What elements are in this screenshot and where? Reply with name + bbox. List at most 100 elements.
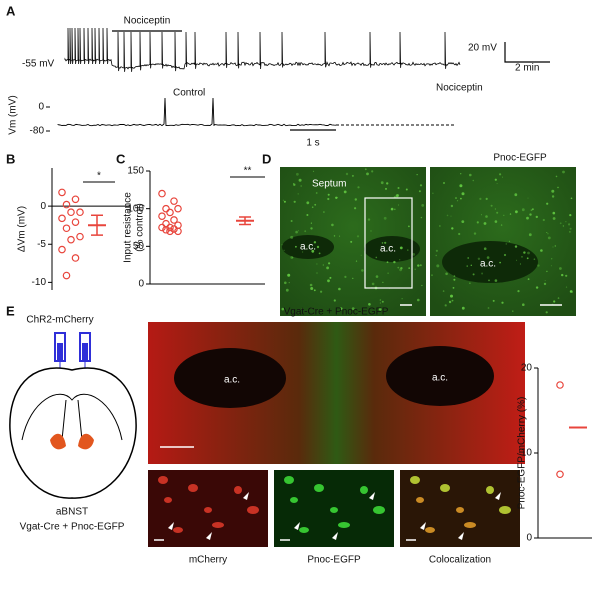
speck	[329, 276, 332, 279]
speck	[379, 302, 381, 304]
panel-a: Nociceptin -55 mV 20 mV 2 min Nociceptin…	[8, 16, 550, 149]
speck	[431, 274, 433, 277]
speck	[535, 215, 538, 219]
speck	[352, 277, 354, 279]
speck	[419, 264, 422, 267]
speck	[565, 221, 567, 223]
speck	[287, 273, 291, 277]
image-title: Pnoc-EGFP	[493, 153, 547, 164]
data-point	[71, 254, 80, 262]
speck	[439, 225, 441, 227]
cell	[204, 507, 212, 513]
speck	[397, 187, 400, 189]
speck	[417, 264, 420, 267]
speck	[521, 256, 523, 258]
error-bar	[239, 216, 251, 226]
cell	[158, 476, 168, 484]
speck	[503, 214, 505, 216]
axis-label: Pnoc-EGFP/mCherry (%)	[517, 397, 528, 510]
speck	[383, 216, 387, 220]
speck	[569, 214, 572, 217]
cells	[154, 476, 511, 541]
speck	[542, 218, 545, 222]
speck	[458, 232, 461, 236]
data-point	[76, 208, 84, 217]
speck	[450, 294, 453, 298]
speck	[461, 192, 465, 196]
speck	[570, 197, 573, 200]
speck	[309, 283, 313, 287]
speck	[562, 225, 565, 227]
cell	[247, 506, 259, 514]
speck	[479, 197, 482, 200]
speck	[311, 249, 315, 253]
y-tick-label: 10	[521, 448, 533, 459]
speck	[399, 246, 403, 250]
speck	[313, 289, 316, 292]
speck	[546, 202, 549, 205]
speck	[364, 168, 367, 171]
speck	[436, 264, 440, 268]
y-tick-label: -5	[37, 239, 46, 250]
speck	[354, 207, 357, 210]
speck	[552, 246, 554, 248]
cell	[425, 527, 435, 533]
data-point	[170, 225, 178, 233]
speck	[466, 265, 468, 267]
speck	[529, 213, 532, 216]
tick-label: -80	[30, 126, 45, 137]
speck	[316, 272, 318, 274]
syringe-fill	[57, 343, 63, 360]
speck	[443, 182, 445, 184]
cell	[188, 484, 198, 492]
ventricle	[61, 399, 83, 441]
speck	[537, 264, 540, 267]
speck	[344, 275, 347, 278]
speck	[485, 197, 488, 200]
speck	[526, 216, 529, 220]
speck	[448, 300, 452, 304]
speck	[460, 173, 462, 175]
panel-d: Pnoc-EGFP Septum a.c. a.c. a.c.	[280, 153, 576, 316]
speck	[356, 235, 360, 238]
speck	[333, 299, 336, 302]
syringe-fill	[82, 343, 88, 360]
y-tick-label: 50	[133, 241, 145, 252]
speck	[281, 244, 283, 246]
speck	[496, 211, 499, 214]
arrowhead	[495, 492, 501, 500]
speck	[569, 231, 571, 233]
speck	[553, 300, 556, 303]
speck	[285, 288, 289, 292]
speck	[375, 256, 378, 259]
speck	[486, 256, 490, 259]
speck	[390, 207, 394, 211]
speck	[397, 204, 399, 206]
speck	[435, 254, 437, 257]
speck	[368, 303, 371, 306]
brain-outline	[9, 367, 137, 499]
speck	[455, 197, 457, 199]
region-label: aBNST	[56, 507, 88, 518]
speck	[501, 176, 503, 178]
speck	[399, 268, 402, 272]
cell	[314, 484, 324, 492]
speck	[313, 241, 317, 244]
speck	[366, 172, 369, 176]
speck	[451, 299, 454, 302]
speck	[327, 197, 330, 201]
speck	[288, 281, 290, 284]
landmark-label: a.c.	[300, 242, 316, 253]
speck	[375, 275, 379, 278]
speck	[378, 307, 382, 311]
target-region	[78, 433, 94, 450]
data-point	[62, 200, 71, 209]
cell	[464, 522, 476, 528]
speck	[535, 286, 539, 289]
speck	[432, 192, 434, 194]
speck	[514, 193, 518, 197]
speck	[327, 193, 330, 196]
speck	[290, 220, 293, 222]
speck	[472, 273, 475, 276]
speck	[445, 272, 448, 276]
